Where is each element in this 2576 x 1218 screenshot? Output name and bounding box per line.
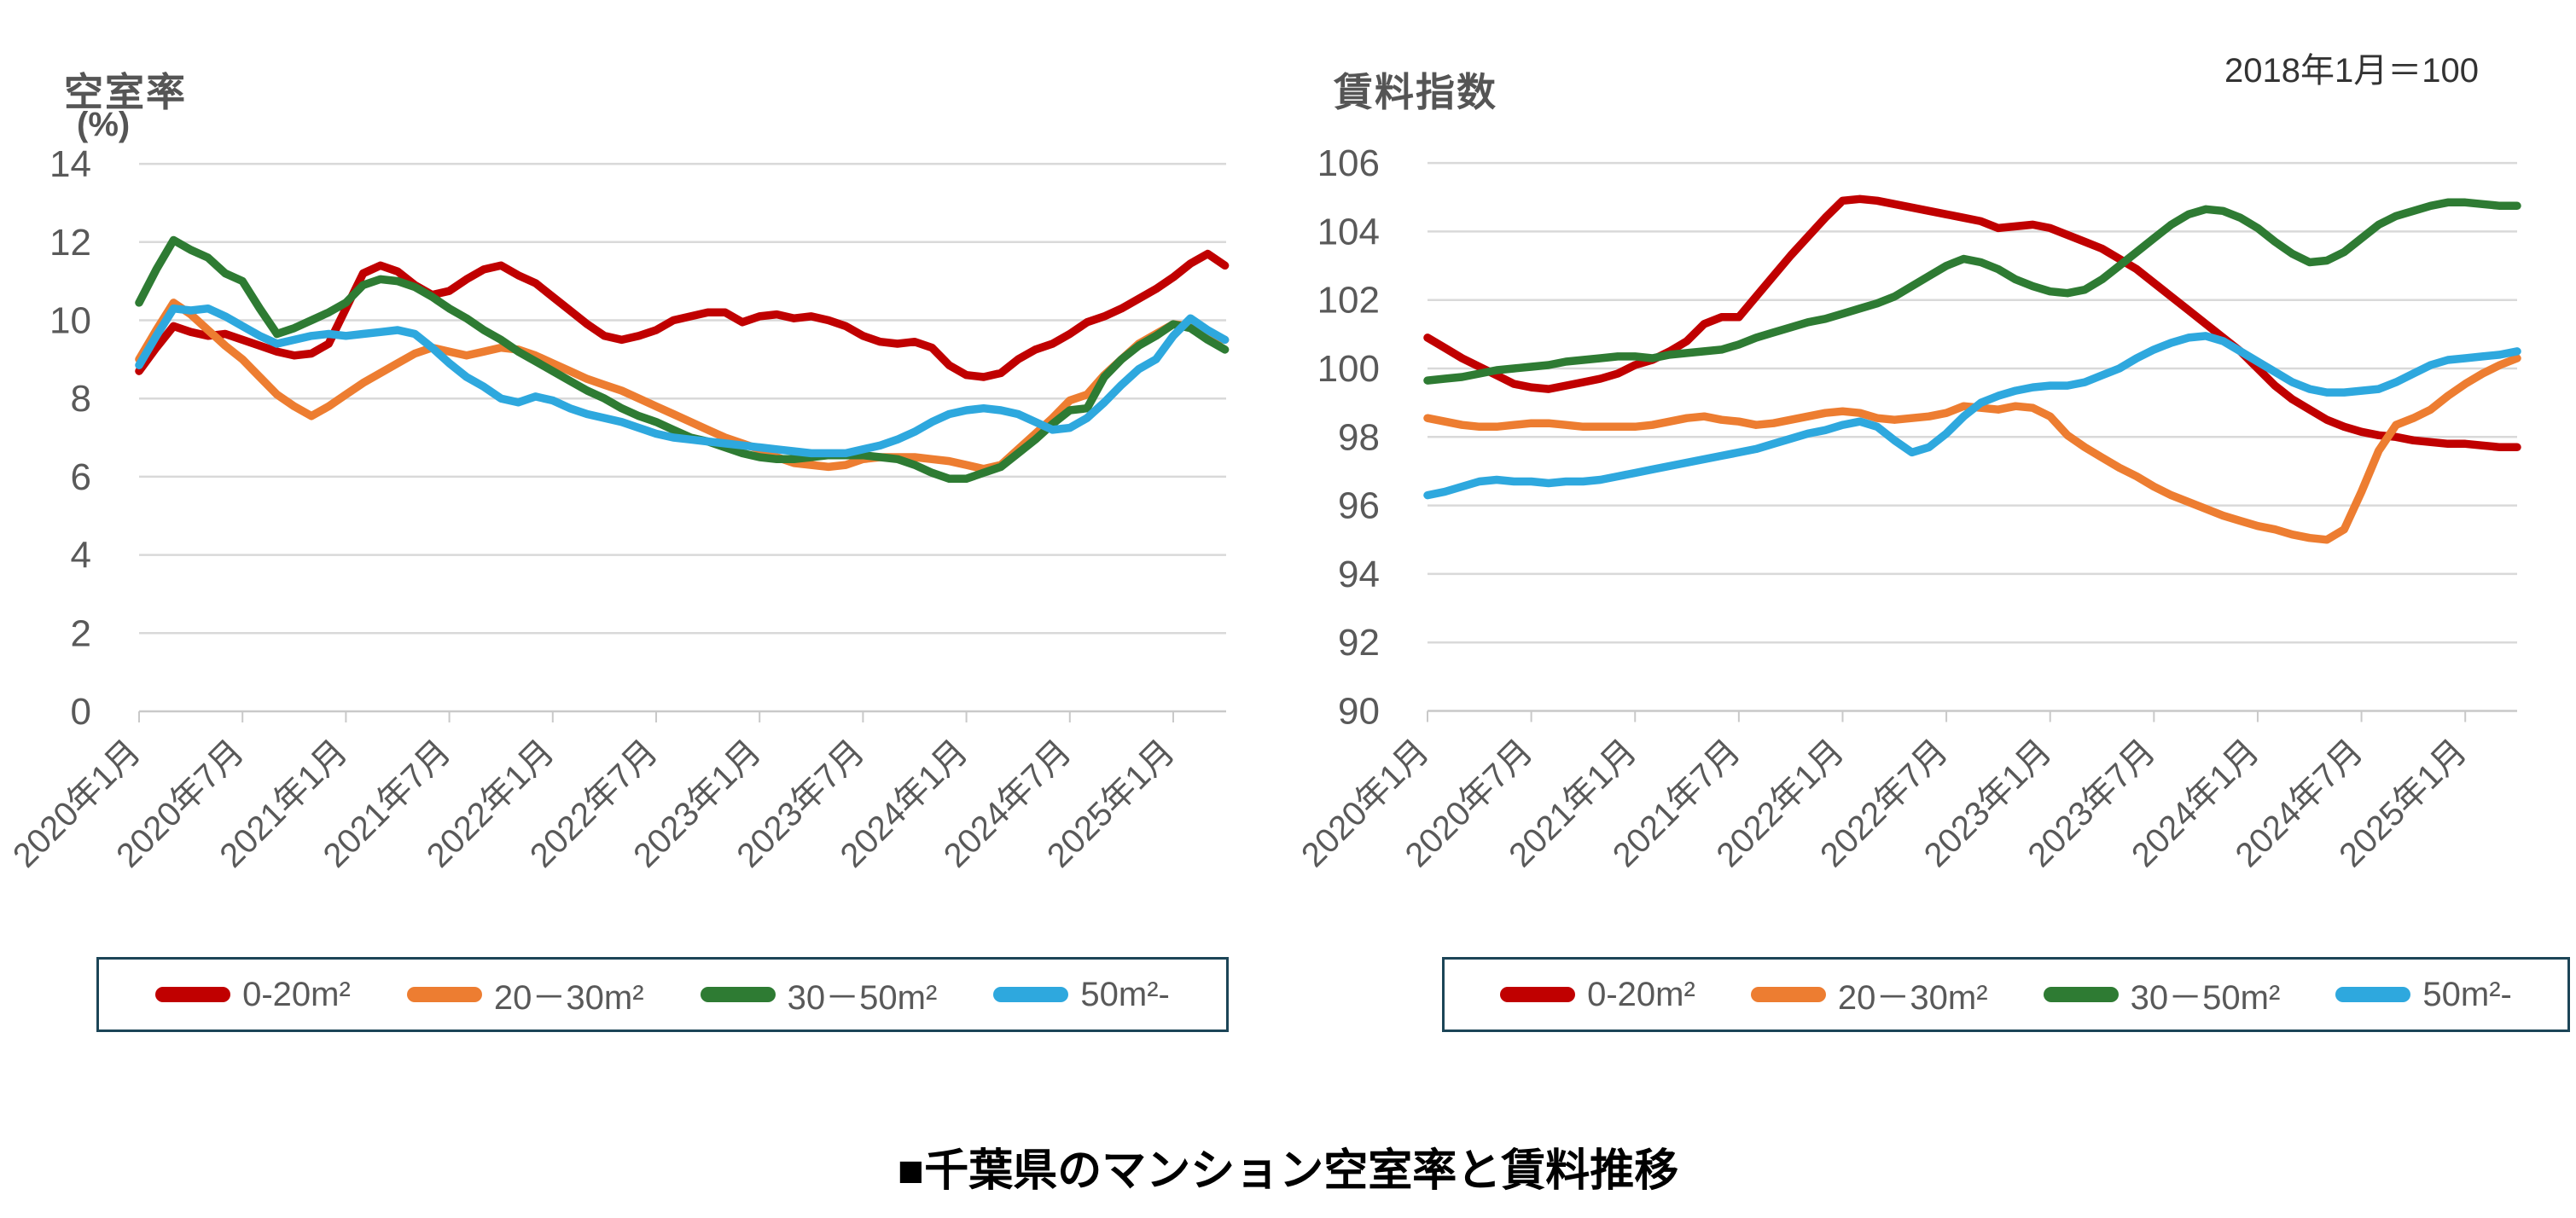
legend-label: 20－30m²: [1837, 979, 1988, 1017]
legend-label: 20－30m²: [493, 979, 644, 1017]
y-tick-label: 104: [1317, 211, 1380, 252]
y-tick-label: 4: [71, 535, 91, 577]
legend-label: 50m²-: [1080, 975, 1170, 1013]
series-line-20－30m²: [1423, 354, 2521, 544]
y-tick-label: 100: [1317, 348, 1380, 390]
y-tick-label: 14: [49, 143, 91, 185]
legend-item-0-20m²: 0-20m²: [1500, 976, 1695, 1014]
legend-swatch: [993, 987, 1069, 1002]
legend-label: 30－50m²: [2130, 979, 2281, 1017]
legend-swatch: [155, 987, 231, 1002]
rent-chart-title: 賃料指数: [1334, 70, 1497, 115]
legend-swatch: [1750, 987, 1826, 1002]
y-tick-label: 6: [71, 456, 91, 498]
figure-caption: ■千葉県のマンション空室率と賃料推移: [897, 1146, 1679, 1196]
y-tick-label: 96: [1338, 485, 1380, 527]
legend-swatch: [2335, 987, 2411, 1002]
y-tick-label: 0: [71, 691, 91, 733]
legend-item-20－30m²: 20－30m²: [1750, 970, 1988, 1019]
legend-item-20－30m²: 20－30m²: [406, 970, 644, 1019]
y-tick-label: 12: [49, 222, 91, 264]
legend-item-30－50m²: 30－50m²: [2043, 970, 2281, 1019]
legend-swatch: [1500, 987, 1576, 1002]
y-tick-label: 102: [1317, 280, 1380, 322]
series-line-50m²-: [1423, 332, 2521, 500]
charts-plot-layer: 024681012142020年1月2020年7月2021年1月2021年7月2…: [6, 142, 2521, 875]
y-tick-label: 92: [1338, 622, 1380, 664]
y-tick-label: 94: [1338, 554, 1380, 595]
series-line-30－50m²: [1423, 198, 2521, 385]
y-tick-label: 10: [49, 300, 91, 342]
series-line-0-20m²: [1423, 194, 2521, 452]
legend-item-50m²-: 50m²-: [993, 975, 1170, 1014]
series-line-30－50m²: [135, 235, 1230, 483]
legend-item-50m²-: 50m²-: [2335, 975, 2512, 1014]
vacancy-chart-legend: 0-20m² 20－30m² 30－50m² 50m²-: [96, 957, 1229, 1032]
vacancy-unit-label: (%): [77, 106, 131, 143]
legend-swatch: [2043, 987, 2119, 1002]
y-tick-label: 106: [1317, 142, 1380, 184]
legend-item-0-20m²: 0-20m²: [155, 976, 351, 1014]
vacancy-chart-title: 空室率: [64, 70, 187, 115]
series-line-0-20m²: [135, 249, 1230, 381]
y-tick-label: 90: [1338, 691, 1380, 733]
rent-chart-legend: 0-20m² 20－30m² 30－50m² 50m²-: [1442, 957, 2570, 1032]
series-line-50m²-: [135, 304, 1230, 458]
y-tick-label: 2: [71, 612, 91, 654]
legend-item-30－50m²: 30－50m²: [700, 970, 938, 1019]
y-tick-label: 98: [1338, 416, 1380, 458]
legend-label: 30－50m²: [787, 979, 938, 1017]
legend-swatch: [406, 987, 482, 1002]
legend-label: 0-20m²: [242, 975, 351, 1013]
rent-base-note: 2018年1月＝100: [2224, 52, 2479, 90]
y-tick-label: 8: [71, 378, 91, 420]
legend-label: 50m²-: [2422, 975, 2512, 1013]
legend-label: 0-20m²: [1587, 975, 1695, 1013]
legend-swatch: [700, 987, 776, 1002]
